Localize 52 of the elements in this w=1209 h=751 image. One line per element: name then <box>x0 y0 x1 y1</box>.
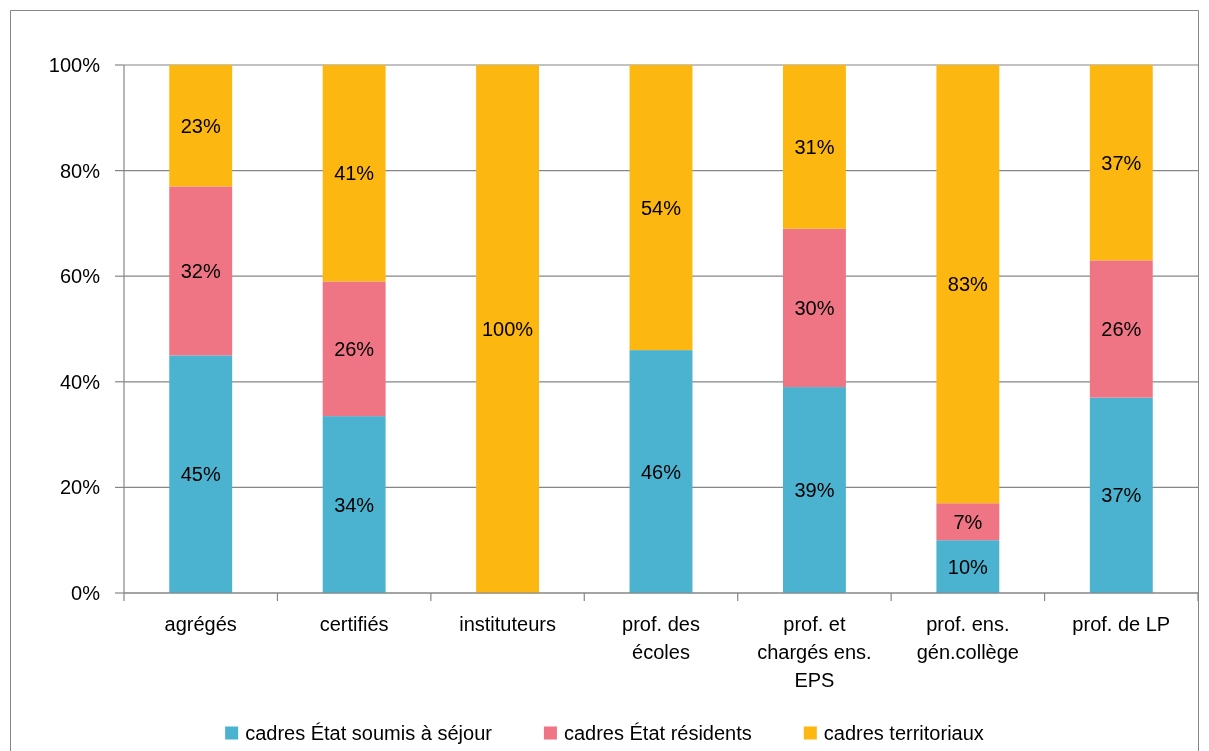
data-label: 54% <box>640 196 682 219</box>
bar <box>1089 397 1153 593</box>
legend-label: cadres État résidents <box>563 722 752 744</box>
x-tick-label: agrégés <box>164 613 237 635</box>
x-tick-label: prof. de LP <box>1072 613 1171 635</box>
x-tick-label: instituteurs <box>459 613 556 635</box>
y-tick-label: 0% <box>71 582 101 604</box>
bar <box>782 228 846 388</box>
data-label: 45% <box>180 463 221 486</box>
data-label: 32% <box>180 259 221 282</box>
data-label: 37% <box>1101 484 1142 507</box>
bar <box>782 65 846 229</box>
data-label: 39% <box>794 479 835 502</box>
bar <box>322 416 386 593</box>
x-tick-label: prof. des écoles <box>622 613 700 663</box>
bar <box>629 350 693 593</box>
bar <box>169 186 233 356</box>
data-label: 41% <box>334 162 375 185</box>
data-label: 83% <box>947 273 989 296</box>
data-label: 31% <box>794 135 835 158</box>
bar <box>322 65 386 282</box>
bar <box>476 65 540 593</box>
data-label: 37% <box>1101 151 1142 174</box>
bar <box>322 281 386 417</box>
x-tick-label: prof. ens. gén.collège <box>916 613 1020 663</box>
data-label: 30% <box>794 296 835 319</box>
bar <box>1089 65 1153 261</box>
bar <box>936 65 1000 504</box>
data-label: 26% <box>334 337 375 360</box>
bar <box>629 65 693 351</box>
bar <box>782 387 846 593</box>
y-tick-label: 100% <box>48 54 101 76</box>
y-tick-label: 60% <box>59 265 101 288</box>
x-tick-label: certifiés <box>319 613 389 635</box>
data-label: 46% <box>640 460 682 483</box>
bar <box>169 355 233 593</box>
data-label: 10% <box>947 555 989 578</box>
bar <box>936 540 1000 593</box>
x-tick-label: prof. et chargés ens. EPS <box>757 613 872 691</box>
y-tick-label: 80% <box>59 159 101 182</box>
data-label: 26% <box>1101 318 1142 340</box>
bar <box>1089 260 1153 398</box>
y-tick-label: 20% <box>59 476 101 499</box>
legend-label: cadres État soumis à séjour <box>245 722 493 744</box>
bar <box>169 65 233 187</box>
data-label: 7% <box>953 510 983 533</box>
bar <box>936 503 1000 541</box>
data-label: 23% <box>180 114 221 137</box>
legend-label: cadres territoriaux <box>823 722 984 744</box>
data-label: 34% <box>334 493 375 516</box>
data-label: 100% <box>481 318 534 340</box>
y-tick-label: 40% <box>59 370 101 393</box>
